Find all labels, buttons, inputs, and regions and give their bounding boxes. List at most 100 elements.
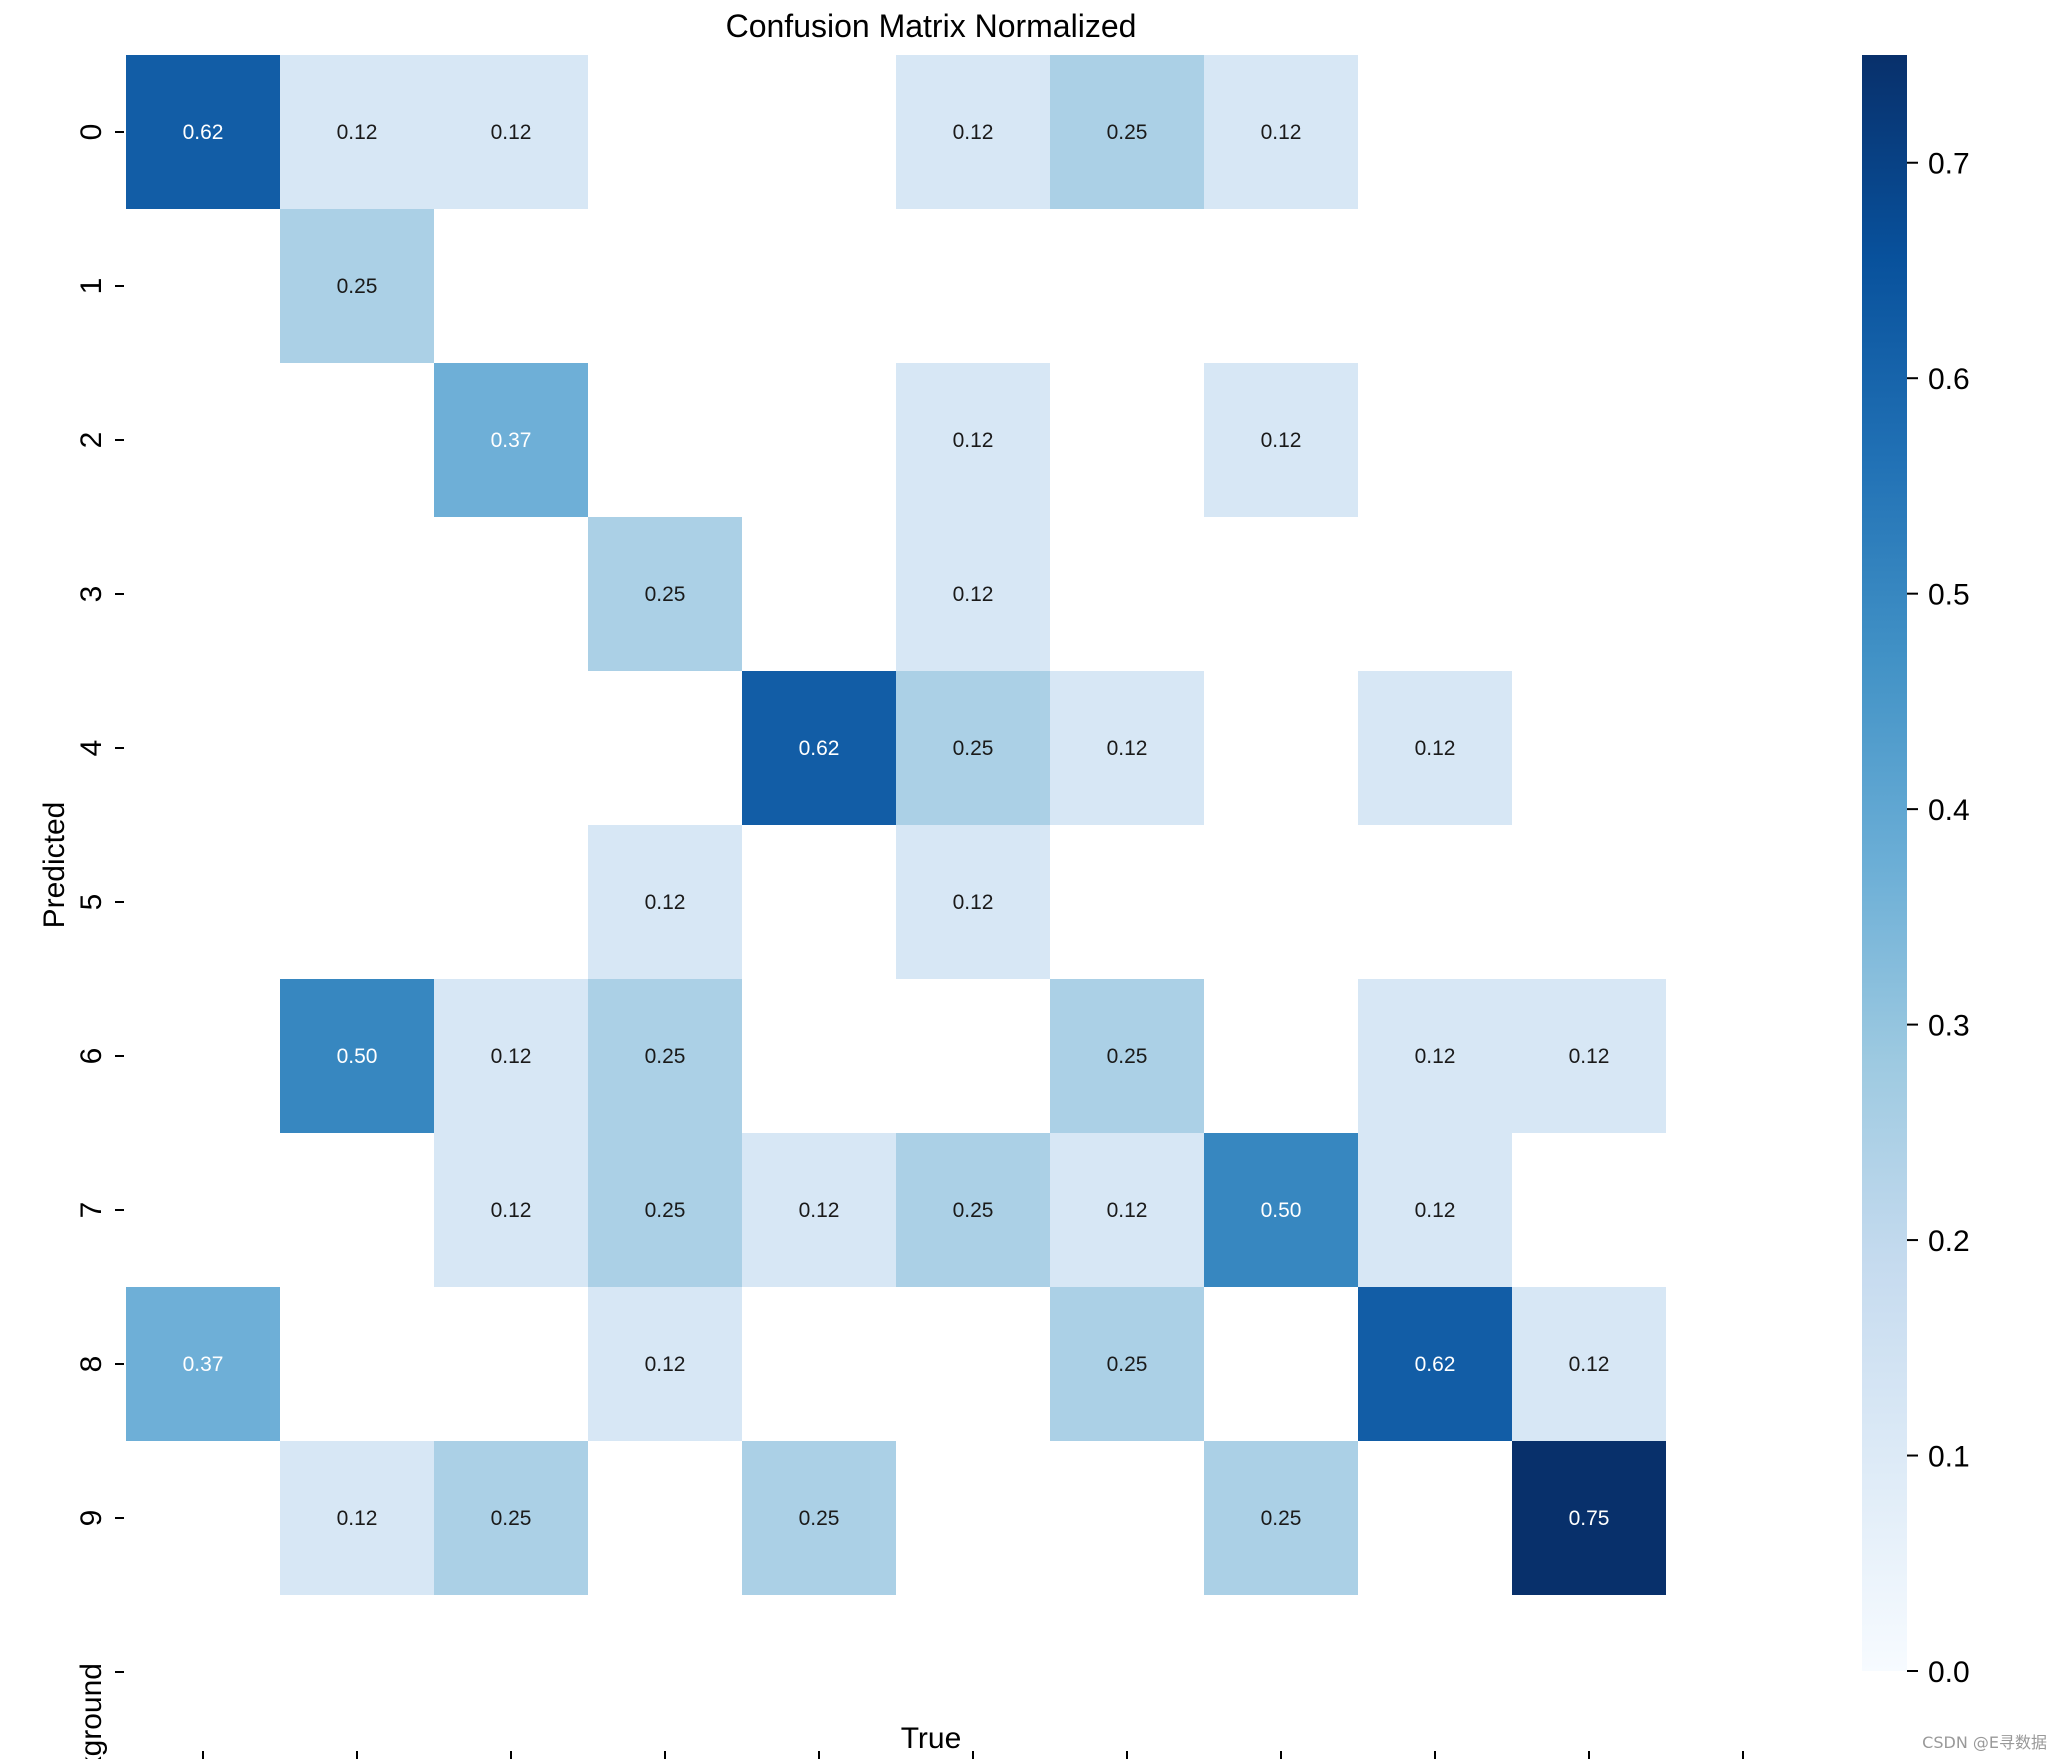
cell-value-label: 0.12: [953, 429, 994, 452]
colorbar: 0.0 0.1 0.2 0.3 0.4 0.5 0.6 0.7: [1862, 55, 1970, 1689]
heatmap-cell: [896, 517, 1050, 671]
heatmap-cell: [742, 671, 896, 825]
y-tick-label: 9: [75, 1510, 108, 1527]
cell-value-label: 0.25: [799, 1507, 840, 1530]
heatmap-cell: [588, 825, 742, 979]
cell-value-label: 0.12: [1107, 1199, 1148, 1222]
heatmap-cell: [896, 825, 1050, 979]
cell-value-label: 0.25: [1107, 1045, 1148, 1068]
colorbar-gradient: [1862, 55, 1907, 1671]
heatmap-cell: [1204, 55, 1358, 209]
cell-value-label: 0.12: [1415, 737, 1456, 760]
cell-value-label: 0.25: [491, 1507, 532, 1530]
cell-value-label: 0.12: [491, 1199, 532, 1222]
heatmap-cell: [1512, 1441, 1666, 1595]
heatmap-cell: [1358, 671, 1512, 825]
heatmap-cell: [434, 979, 588, 1133]
cell-value-label: 0.62: [1415, 1353, 1456, 1376]
cell-value-label: 0.12: [645, 891, 686, 914]
colorbar-tick-label: 0.2: [1928, 1225, 1970, 1258]
cell-value-label: 0.12: [645, 1353, 686, 1376]
heatmap-cell: [1204, 1441, 1358, 1595]
heatmap-cell: [1512, 979, 1666, 1133]
heatmap-cell: [742, 1133, 896, 1287]
heatmap-cell: [434, 55, 588, 209]
heatmap-cell: [434, 363, 588, 517]
colorbar-tick-label: 0.5: [1928, 579, 1970, 612]
heatmap-cell: [280, 1441, 434, 1595]
cell-value-label: 0.12: [1569, 1353, 1610, 1376]
cell-value-label: 0.25: [1261, 1507, 1302, 1530]
cell-value-label: 0.50: [337, 1045, 378, 1068]
cell-value-label: 0.37: [491, 429, 532, 452]
chart-title: Confusion Matrix Normalized: [726, 8, 1137, 44]
cell-value-label: 0.12: [1261, 121, 1302, 144]
cell-value-label: 0.25: [337, 275, 378, 298]
heatmap-cell: [434, 1441, 588, 1595]
heatmap-cell: [1358, 1287, 1512, 1441]
cell-value-label: 0.12: [1415, 1199, 1456, 1222]
heatmap-cell: [896, 1133, 1050, 1287]
cell-value-label: 0.50: [1261, 1199, 1302, 1222]
y-tick-label: 5: [75, 894, 108, 911]
y-axis: 0 1 2 3 4 5 6 7 8 9 background: [75, 124, 124, 1759]
cell-value-label: 0.12: [1569, 1045, 1610, 1068]
heatmap-cell: [280, 55, 434, 209]
cell-value-label: 0.25: [953, 737, 994, 760]
colorbar-tick-label: 0.6: [1928, 363, 1970, 396]
cell-value-label: 0.75: [1569, 1507, 1610, 1530]
heatmap-cell: [1050, 671, 1204, 825]
y-tick-label: background: [75, 1663, 108, 1759]
colorbar-tick-label: 0.4: [1928, 794, 1970, 827]
heatmap-cell: [1050, 1287, 1204, 1441]
y-tick-label: 6: [75, 1048, 108, 1065]
cell-value-label: 0.12: [337, 121, 378, 144]
colorbar-tick-label: 0.1: [1928, 1441, 1970, 1474]
heatmap-cell: [280, 209, 434, 363]
y-tick-label: 3: [75, 586, 108, 603]
heatmap-cell: [126, 55, 280, 209]
cell-value-label: 0.12: [491, 1045, 532, 1068]
heatmap-cell: [1358, 979, 1512, 1133]
heatmap-cell: [1512, 1287, 1666, 1441]
heatmap-cell: [588, 1287, 742, 1441]
heatmap-cell: [126, 1287, 280, 1441]
cell-value-label: 0.25: [953, 1199, 994, 1222]
cell-value-label: 0.12: [799, 1199, 840, 1222]
y-tick-label: 4: [75, 740, 108, 757]
cell-value-label: 0.62: [799, 737, 840, 760]
heatmap-cell: [896, 55, 1050, 209]
cell-value-label: 0.12: [1415, 1045, 1456, 1068]
heatmap-cell: [1204, 1133, 1358, 1287]
cell-value-label: 0.25: [645, 583, 686, 606]
cell-value-label: 0.12: [337, 1507, 378, 1530]
heatmap-cell: [1050, 979, 1204, 1133]
cell-value-label: 0.12: [953, 891, 994, 914]
heatmap-cells: [126, 55, 1666, 1595]
heatmap-cell: [896, 363, 1050, 517]
cell-value-label: 0.12: [1261, 429, 1302, 452]
heatmap-cell: [1050, 55, 1204, 209]
cell-value-label: 0.25: [645, 1199, 686, 1222]
cell-value-label: 0.12: [491, 121, 532, 144]
heatmap-cell: [896, 671, 1050, 825]
cell-value-label: 0.12: [953, 583, 994, 606]
cell-value-label: 0.25: [1107, 1353, 1148, 1376]
heatmap-cell: [1050, 1133, 1204, 1287]
colorbar-tick-label: 0.7: [1928, 148, 1970, 181]
y-tick-label: 7: [75, 1202, 108, 1219]
heatmap-cell: [588, 1133, 742, 1287]
heatmap-cell: [742, 1441, 896, 1595]
cell-value-label: 0.62: [183, 121, 224, 144]
heatmap-cell: [1358, 1133, 1512, 1287]
x-axis-label: True: [901, 1722, 962, 1755]
colorbar-tick-label: 0.0: [1928, 1656, 1970, 1689]
heatmap-cell: [434, 1133, 588, 1287]
heatmap-cell: [588, 979, 742, 1133]
heatmap-cell: [280, 979, 434, 1133]
y-tick-label: 0: [75, 124, 108, 141]
heatmap-cell-labels: 0.62 0.12 0.12 0.12 0.25 0.12 0.25 0.37 0.12 0.12…: [183, 121, 1610, 1530]
y-tick-label: 2: [75, 432, 108, 449]
